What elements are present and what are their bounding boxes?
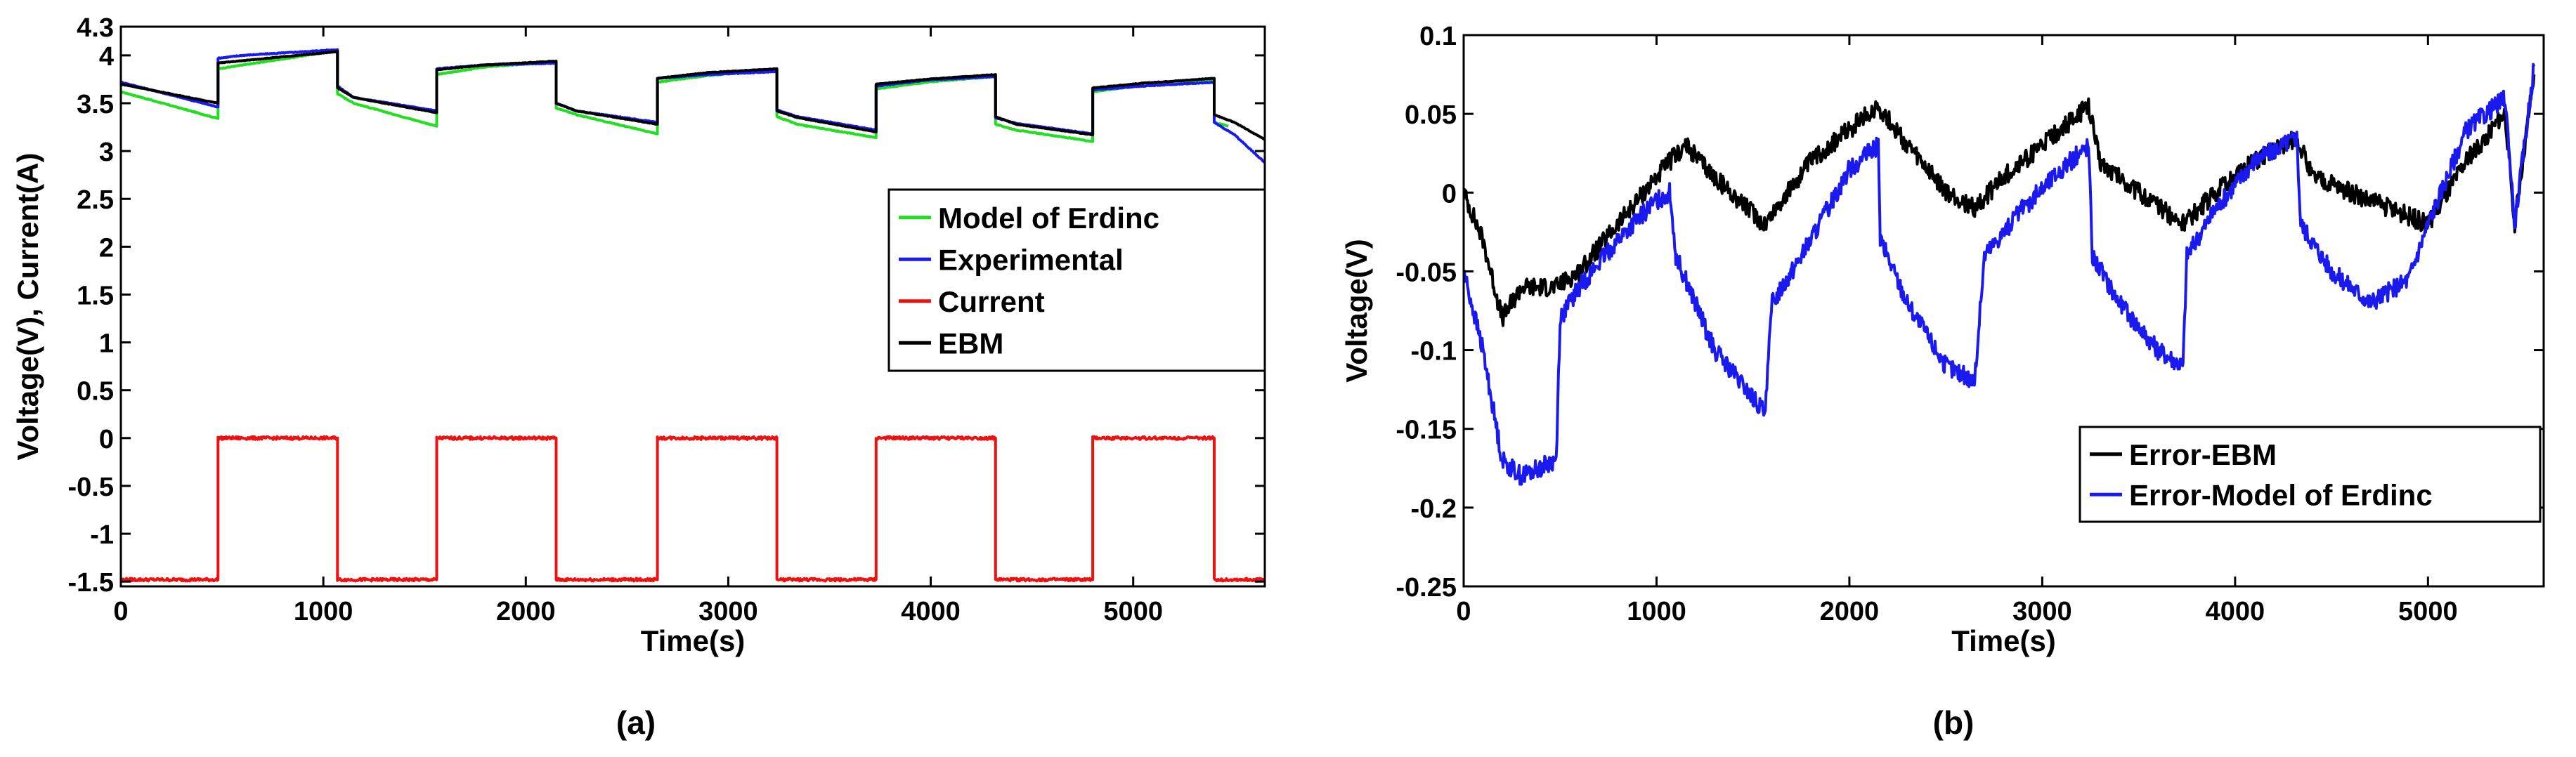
panel-a-x-tick-label: 0 (113, 597, 128, 626)
panel-b-y-tick-label: 0.05 (1405, 100, 1457, 130)
panel-b-chart: 0 1000 2000 3000 4000 5000 -0.25 -0.2 -0.15 -0.1 -… (1340, 22, 2545, 741)
panel-b-y-axis-label: Voltage(V) (1340, 239, 1373, 383)
panel-a-legend-label: Current (938, 285, 1045, 318)
panel-a-legend-label: Experimental (938, 243, 1124, 276)
panel-b-y-tick-label: -0.25 (1396, 573, 1457, 603)
panel-a-x-tick-label: 1000 (294, 597, 353, 626)
panel-b-x-tick-label: 3000 (2012, 597, 2072, 626)
panel-b-legend-label: Error-EBM (2129, 438, 2277, 471)
panel-b-y-tick-label: -0.1 (1411, 337, 1457, 367)
panel-a-y-tick-label: 1 (99, 329, 114, 359)
panel-a-x-tick-label: 2000 (496, 597, 556, 626)
panel-a-series-model-of-erdinc-line (121, 49, 1230, 143)
panel-b-y-tick-label: -0.15 (1396, 416, 1457, 445)
panel-a-y-tick-label: 4.3 (77, 13, 114, 43)
panel-a-y-tick-label: 3.5 (77, 90, 114, 119)
panel-b-legend-label: Error-Model of Erdinc (2129, 478, 2433, 511)
panel-a-y-tick-label: 2 (99, 233, 114, 263)
panel-b-series-error-ebm-line (1464, 74, 2536, 327)
panel-a-series-ebm-line (121, 50, 1265, 141)
panel-a-y-tick-label: -1 (90, 520, 114, 550)
panel-a-series-group (121, 48, 1265, 583)
panel-b-plot-area: 0 1000 2000 3000 4000 5000 -0.25 -0.2 -0.15 -0.1 -… (1396, 22, 2545, 626)
panel-b-x-tick-label: 0 (1456, 597, 1471, 626)
panel-b-x-tick-label: 1000 (1627, 597, 1686, 626)
panel-a-x-tick-label: 3000 (698, 597, 758, 626)
panel-b-x-axis-label: Time(s) (1951, 624, 2056, 657)
panel-a-caption-label: (a) (616, 704, 656, 741)
panel-a-y-tick-label: -0.5 (68, 473, 114, 502)
panel-a-x-tick-label: 4000 (901, 597, 961, 626)
panel-b-x-tick-label: 2000 (1820, 597, 1880, 626)
panel-b-x-tick-label: 5000 (2398, 597, 2458, 626)
panel-b-y-tick-label: -0.2 (1411, 494, 1457, 524)
panel-a-legend-label: Model of Erdinc (938, 202, 1159, 235)
panel-a-y-tick-label: 3 (99, 138, 114, 167)
panel-b-legend-box (2079, 426, 2542, 523)
panel-a-chart: 0 1000 2000 3000 4000 5000 -1.5 -1 -0.5 0 0.5 1 1.5 2… (11, 13, 1266, 741)
panel-a-legend: Model of Erdinc Experimental Current EBM (887, 188, 1266, 372)
panel-a-x-axis-label: Time(s) (641, 624, 746, 657)
panel-b-series-error-model-of-erdinc-line (1464, 62, 2536, 486)
panel-a-y-tick-label: 4 (99, 42, 114, 72)
panel-b-legend: Error-EBM Error-Model of Erdinc (2079, 426, 2542, 523)
panel-b-axes-box (1462, 34, 2545, 588)
panel-a-plot-area: 0 1000 2000 3000 4000 5000 -1.5 -1 -0.5 0 0.5 1 1.5 2… (68, 13, 1266, 626)
panel-b-y-tick-label: 0 (1442, 179, 1457, 209)
panel-b-y-tick-label: -0.05 (1396, 258, 1457, 287)
panel-a-legend-box (887, 188, 1266, 372)
panel-a-y-tick-label: 0.5 (77, 377, 114, 407)
panel-a-x-tick-label: 5000 (1103, 597, 1163, 626)
panel-a-y-tick-label: 0 (99, 425, 114, 454)
panel-a-y-axis-label: Voltage(V), Current(A) (11, 153, 44, 461)
panel-b-x-tick-label: 4000 (2206, 597, 2265, 626)
panel-b-caption-label: (b) (1933, 704, 1975, 741)
panel-a-series-current-line (121, 435, 1265, 583)
panel-a-y-tick-label: 2.5 (77, 185, 114, 215)
panel-b-series-group (1464, 62, 2536, 486)
panel-a-y-tick-label: -1.5 (68, 568, 114, 598)
panel-a-y-tick-label: 1.5 (77, 281, 114, 310)
panel-b-y-tick-label: 0.1 (1419, 22, 1457, 51)
panel-a-legend-label: EBM (938, 327, 1003, 360)
